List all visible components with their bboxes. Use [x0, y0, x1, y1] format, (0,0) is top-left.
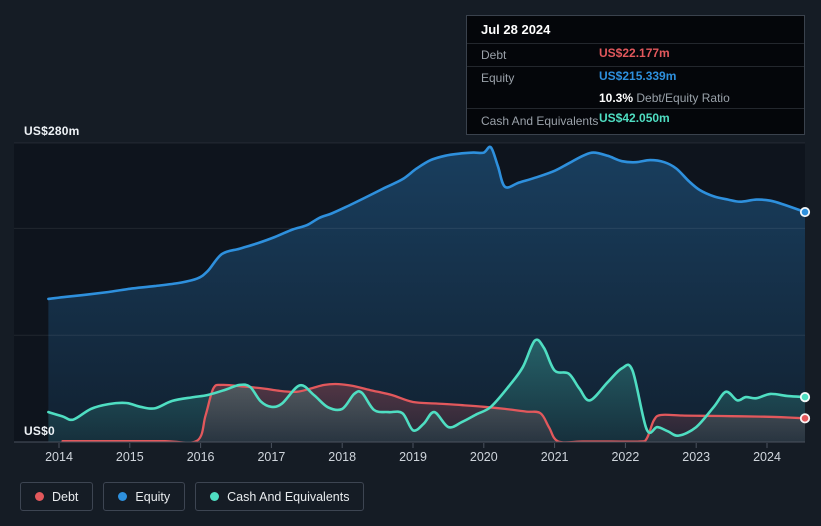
- equity-line: [47, 145, 806, 301]
- cash-line: [47, 338, 806, 437]
- tooltip-ratio-value: 10.3%: [599, 91, 634, 105]
- x-axis-label-2017: 2017: [257, 450, 285, 464]
- chart-tooltip: Jul 28 2024 Debt US$22.177m Equity US$21…: [466, 15, 805, 135]
- x-axis-label-2024: 2024: [753, 450, 781, 464]
- tooltip-date: Jul 28 2024: [481, 22, 551, 37]
- tooltip-row-equity: Equity US$215.339m: [467, 66, 804, 89]
- y-axis-zero-label: US$0: [24, 424, 55, 438]
- legend-item-debt[interactable]: Debt: [20, 482, 94, 511]
- tooltip-cash-label: Cash And Equivalents: [481, 114, 599, 128]
- tooltip-equity-value: US$215.339m: [599, 69, 677, 83]
- tooltip-row-ratio: 10.3% Debt/Equity Ratio: [467, 89, 804, 108]
- legend-dot-equity: [118, 492, 128, 501]
- tooltip-ratio-label: Debt/Equity Ratio: [636, 91, 730, 105]
- tooltip-row-cash: Cash And Equivalents US$42.050m: [467, 108, 804, 134]
- x-axis-label-2020: 2020: [470, 450, 498, 464]
- x-axis-label-2019: 2019: [399, 450, 427, 464]
- x-axis-label-2014: 2014: [45, 450, 73, 464]
- cash-end-dot: [799, 391, 811, 403]
- equity-end-dot: [799, 206, 811, 218]
- cash-area: [48, 339, 805, 442]
- x-axis-label-2021: 2021: [541, 450, 569, 464]
- equity-area: [48, 146, 805, 442]
- legend-label-equity: Equity: [135, 489, 171, 504]
- debt-line: [61, 382, 806, 442]
- tooltip-equity-label: Equity: [481, 71, 515, 85]
- tooltip-cash-value: US$42.050m: [599, 111, 670, 125]
- series-lines-layer: [47, 145, 806, 442]
- legend-dot-debt: [35, 492, 44, 501]
- tooltip-debt-value: US$22.177m: [599, 46, 670, 60]
- x-axis-label-2022: 2022: [611, 450, 639, 464]
- legend-label-debt: Debt: [52, 489, 79, 504]
- chart-legend: Debt Equity Cash And Equivalents: [20, 482, 365, 511]
- x-axis-label-2018: 2018: [328, 450, 356, 464]
- legend-label-cash: Cash And Equivalents: [227, 489, 350, 504]
- legend-dot-cash: [210, 492, 220, 501]
- legend-item-cash[interactable]: Cash And Equivalents: [195, 482, 365, 511]
- tooltip-debt-label: Debt: [481, 48, 507, 62]
- legend-item-equity[interactable]: Equity: [103, 482, 186, 511]
- tooltip-row-debt: Debt US$22.177m: [467, 43, 804, 66]
- x-axis-label-2023: 2023: [682, 450, 710, 464]
- y-axis-max-label: US$280m: [24, 124, 80, 138]
- debt-equity-history-chart[interactable]: 2014 2015 2016 2017 2018 2019 2020 2021 2022 2023…: [0, 0, 821, 470]
- x-axis-label-2015: 2015: [116, 450, 144, 464]
- x-axis-label-2016: 2016: [187, 450, 215, 464]
- debt-end-dot: [799, 413, 811, 424]
